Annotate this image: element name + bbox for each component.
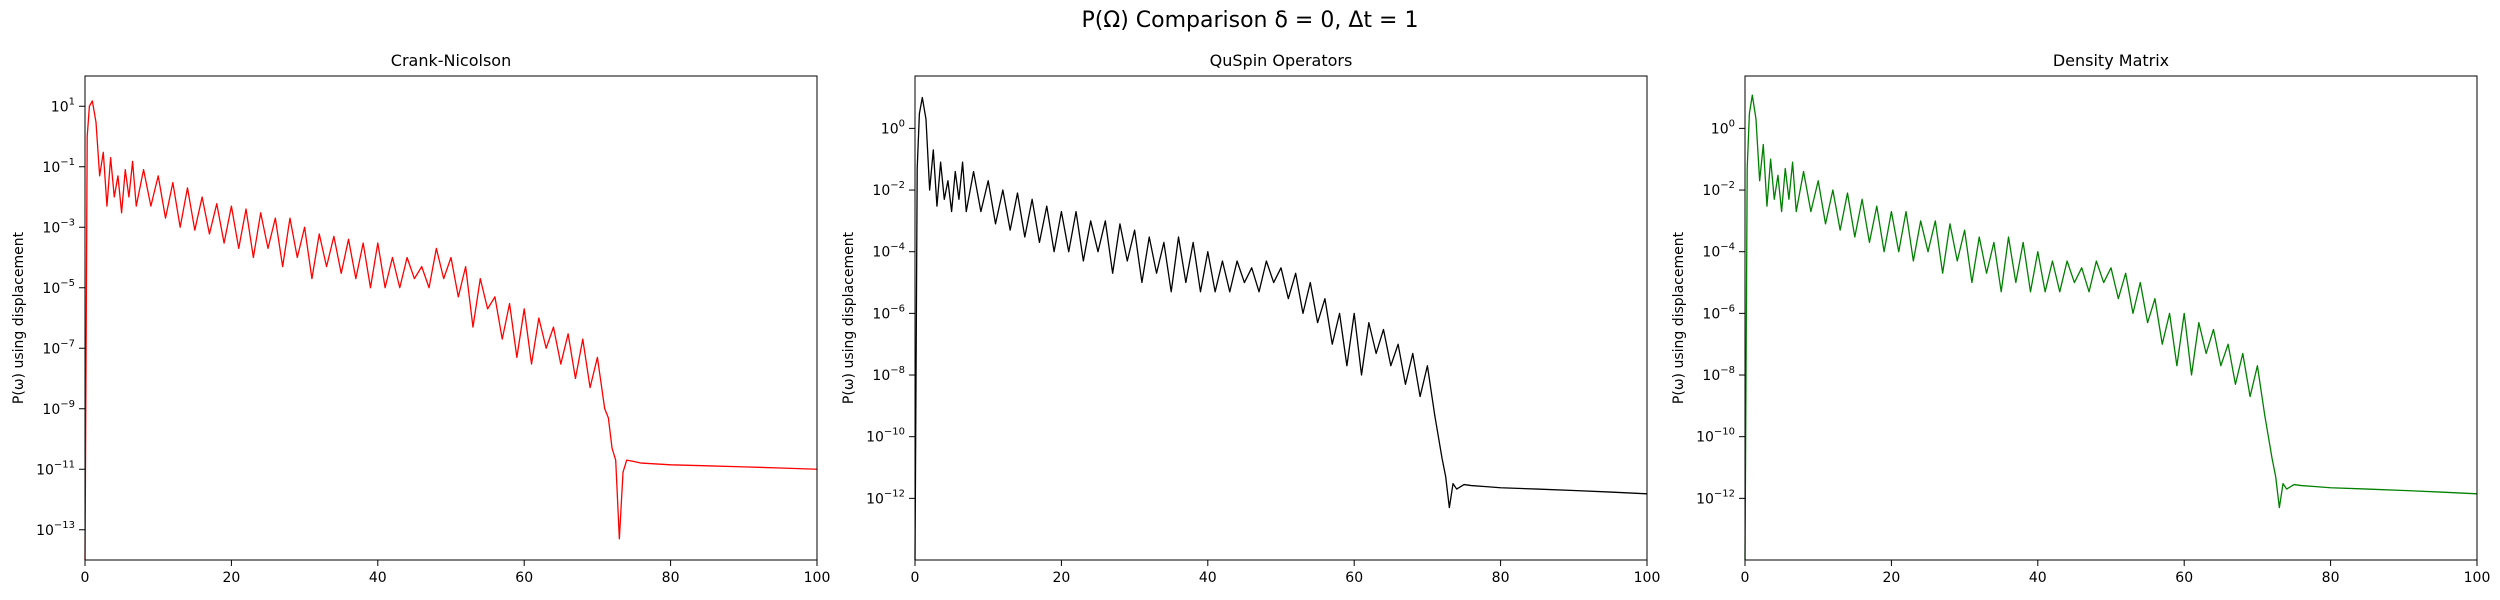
x-tick-label: 0 <box>911 570 920 586</box>
axes-frame <box>84 75 818 561</box>
y-axis-label: P(ω) using displacement <box>11 231 27 404</box>
subplot-title: Crank-Nicolson <box>391 51 511 70</box>
x-tick-label: 40 <box>2029 570 2047 586</box>
x-tick-label: 100 <box>1634 570 1661 586</box>
y-tick-label: 10−9 <box>42 399 75 418</box>
x-tick-label: 60 <box>515 570 533 586</box>
y-tick-label: 10−2 <box>872 180 905 199</box>
x-tick-label: 20 <box>1882 570 1900 586</box>
y-tick-label: 10−4 <box>1702 242 1735 261</box>
x-tick-label: 0 <box>1741 570 1750 586</box>
y-tick-label: 10−13 <box>36 520 75 539</box>
y-tick-label: 10−6 <box>1702 303 1735 322</box>
y-tick-label: 10−10 <box>866 427 905 446</box>
y-tick-label: 10−8 <box>872 365 905 384</box>
series-line <box>914 96 1648 561</box>
subplot-title: QuSpin Operators <box>1210 51 1353 70</box>
x-tick-label: 100 <box>804 570 831 586</box>
subplot-title: Density Matrix <box>2053 51 2169 70</box>
x-tick-label: 0 <box>81 570 90 586</box>
y-tick-label: 10−4 <box>872 242 905 261</box>
y-tick-label: 100 <box>1711 118 1735 137</box>
x-tick-label: 20 <box>222 570 240 586</box>
x-tick-label: 40 <box>369 570 387 586</box>
subplot-2: QuSpin Operators P(ω) using displacement 0… <box>841 51 1660 586</box>
y-tick-label: 10−3 <box>42 217 75 236</box>
y-tick-label: 10−11 <box>36 459 75 478</box>
y-tick-label: 10−12 <box>866 488 905 507</box>
x-tick-label: 40 <box>1199 570 1217 586</box>
y-tick-label: 10−10 <box>1696 427 1735 446</box>
y-tick-label: 10−5 <box>42 278 75 297</box>
y-tick-label: 100 <box>881 118 905 137</box>
x-tick-label: 60 <box>1345 570 1363 586</box>
y-tick-label: 10−7 <box>42 338 75 357</box>
x-tick-label: 80 <box>2322 570 2340 586</box>
series-line <box>1744 94 2478 561</box>
subplot-1: Crank-Nicolson P(ω) using displacement 0 20… <box>11 51 830 586</box>
series-line <box>84 100 818 561</box>
y-tick-label: 10−1 <box>42 157 75 176</box>
x-tick-label: 80 <box>662 570 680 586</box>
y-tick-label: 101 <box>51 96 75 115</box>
x-tick-label: 100 <box>2464 570 2491 586</box>
y-tick-label: 10−12 <box>1696 488 1735 507</box>
y-axis-label: P(ω) using displacement <box>1671 231 1687 404</box>
y-tick-label: 10−6 <box>872 303 905 322</box>
figure-title: P(Ω) Comparison δ = 0, Δt = 1 <box>1081 8 1419 33</box>
y-axis-label: P(ω) using displacement <box>841 231 857 404</box>
x-tick-label: 20 <box>1052 570 1070 586</box>
axes-frame <box>914 75 1648 561</box>
y-tick-label: 10−8 <box>1702 365 1735 384</box>
subplot-3: Density Matrix P(ω) using displacement 0 20… <box>1671 51 2490 586</box>
y-tick-label: 10−2 <box>1702 180 1735 199</box>
x-tick-label: 80 <box>1492 570 1510 586</box>
axes-frame <box>1744 75 2478 561</box>
x-tick-label: 60 <box>2175 570 2193 586</box>
